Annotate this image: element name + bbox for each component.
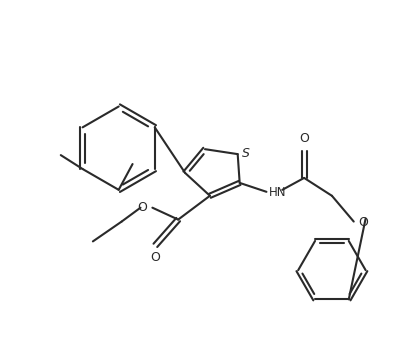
Text: S: S — [242, 147, 250, 160]
Text: HN: HN — [268, 186, 286, 199]
Text: O: O — [138, 201, 148, 214]
Text: O: O — [150, 251, 160, 264]
Text: O: O — [359, 216, 368, 229]
Text: O: O — [299, 132, 309, 145]
